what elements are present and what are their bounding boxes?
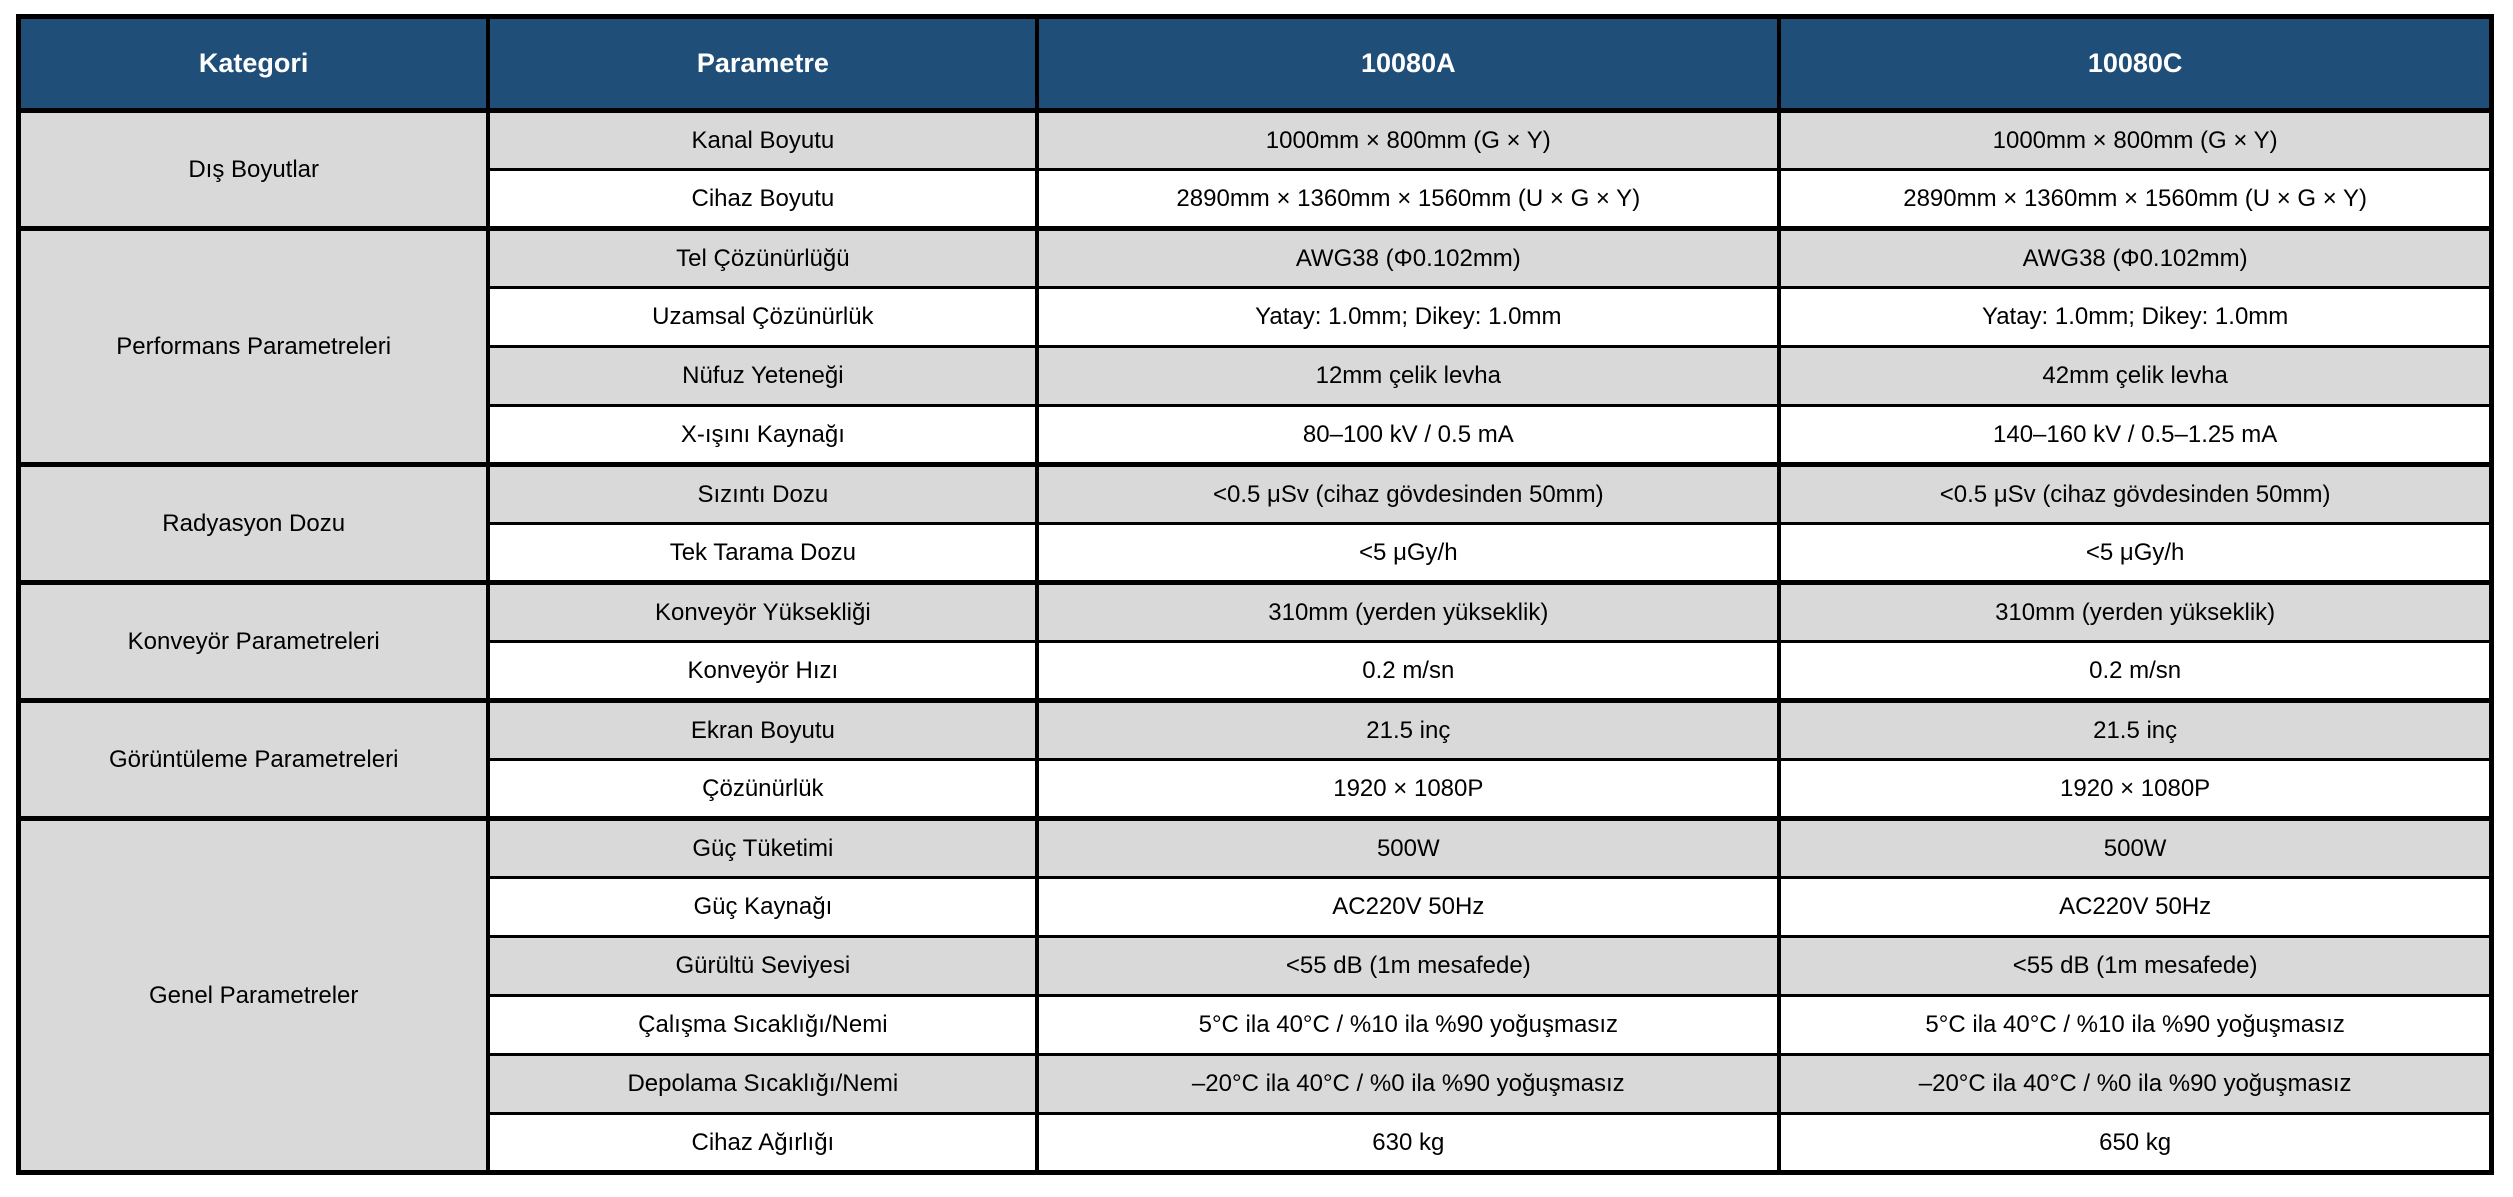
value-cell-10080c: Yatay: 1.0mm; Dikey: 1.0mm: [1777, 286, 2494, 348]
value-cell-10080a: 12mm çelik levha: [1035, 345, 1782, 407]
value-cell-10080a: AC220V 50Hz: [1035, 876, 1782, 938]
value-cell-10080a: 630 kg: [1035, 1112, 1782, 1174]
parameter-cell: Tek Tarama Dozu: [486, 522, 1040, 584]
value-cell-10080a: 310mm (yerden yükseklik): [1035, 580, 1782, 643]
value-cell-10080c: 2890mm × 1360mm × 1560mm (U × G × Y): [1777, 168, 2494, 230]
value-cell-10080c: <55 dB (1m mesafede): [1777, 935, 2494, 997]
value-cell-10080c: 650 kg: [1777, 1112, 2494, 1174]
value-cell-10080a: 21.5 inç: [1035, 698, 1782, 761]
category-cell: Konveyör Parametreleri: [16, 580, 491, 702]
category-cell: Radyasyon Dozu: [16, 462, 491, 584]
parameter-cell: Konveyör Hızı: [486, 640, 1040, 702]
parameter-cell: Uzamsal Çözünürlük: [486, 286, 1040, 348]
value-cell-10080c: 500W: [1777, 816, 2494, 879]
header-row: Kategori Parametre 10080A 10080C: [16, 15, 2494, 113]
value-cell-10080a: 1000mm × 800mm (G × Y): [1035, 108, 1782, 171]
value-cell-10080c: <5 μGy/h: [1777, 522, 2494, 584]
value-cell-10080c: 21.5 inç: [1777, 698, 2494, 761]
value-cell-10080a: 0.2 m/sn: [1035, 640, 1782, 702]
table-row: Radyasyon Dozu Sızıntı Dozu <0.5 μSv (ciha…: [16, 462, 2494, 584]
value-cell-10080a: Yatay: 1.0mm; Dikey: 1.0mm: [1035, 286, 1782, 348]
table-row: Çalışma Sıcaklığı/Nemi 5°C ila 40°C / %10…: [19, 994, 2494, 1056]
table-row: X-ışını Kaynağı 80–100 kV / 0.5 mA 140–160…: [19, 404, 2494, 466]
table-row: Performans Parametreleri Tel Çözünürlüğü A…: [16, 226, 2494, 466]
parameter-cell: Nüfuz Yeteneği: [486, 345, 1040, 407]
product-spec-table: Kategori Parametre 10080A 10080C Dış Boy…: [16, 14, 2494, 1175]
column-header-kategori: Kategori: [16, 15, 491, 113]
table-row: Cihaz Boyutu 2890mm × 1360mm × 1560mm (U …: [19, 168, 2494, 230]
value-cell-10080c: 5°C ila 40°C / %10 ila %90 yoğuşmasız: [1777, 994, 2494, 1056]
parameter-cell: Cihaz Ağırlığı: [486, 1112, 1040, 1174]
value-cell-10080c: 140–160 kV / 0.5–1.25 mA: [1777, 404, 2494, 466]
table-body: Dış Boyutlar Kanal Boyutu 1000mm × 800mm (…: [16, 108, 2494, 1174]
value-cell-10080c: 1000mm × 800mm (G × Y): [1777, 108, 2494, 171]
table-row: Nüfuz Yeteneği 12mm çelik levha 42mm çelik…: [19, 345, 2494, 407]
column-header-parametre: Parametre: [486, 15, 1040, 113]
parameter-cell: Tel Çözünürlüğü: [486, 226, 1040, 289]
parameter-cell: X-ışını Kaynağı: [486, 404, 1040, 466]
column-header-10080a: 10080A: [1035, 15, 1782, 113]
column-header-10080c: 10080C: [1777, 15, 2494, 113]
parameter-cell: Ekran Boyutu: [486, 698, 1040, 761]
value-cell-10080c: –20°C ila 40°C / %0 ila %90 yoğuşmasız: [1777, 1053, 2494, 1115]
parameter-cell: Güç Tüketimi: [486, 816, 1040, 879]
parameter-cell: Çözünürlük: [486, 758, 1040, 820]
category-cell: Dış Boyutlar: [16, 108, 491, 230]
value-cell-10080a: <5 μGy/h: [1035, 522, 1782, 584]
parameter-cell: Sızıntı Dozu: [486, 462, 1040, 525]
parameter-cell: Kanal Boyutu: [486, 108, 1040, 171]
category-cell: Genel Parametreler: [16, 816, 491, 1174]
table-row: Dış Boyutlar Kanal Boyutu 1000mm × 800mm (…: [16, 108, 2494, 230]
value-cell-10080a: –20°C ila 40°C / %0 ila %90 yoğuşmasız: [1035, 1053, 1782, 1115]
value-cell-10080c: 1920 × 1080P: [1777, 758, 2494, 820]
value-cell-10080c: <0.5 μSv (cihaz gövdesinden 50mm): [1777, 462, 2494, 525]
value-cell-10080a: 2890mm × 1360mm × 1560mm (U × G × Y): [1035, 168, 1782, 230]
parameter-cell: Cihaz Boyutu: [486, 168, 1040, 230]
table-row: Uzamsal Çözünürlük Yatay: 1.0mm; Dikey: 1…: [19, 286, 2494, 348]
table-row: Görüntüleme Parametreleri Ekran Boyutu 21.…: [16, 698, 2494, 820]
value-cell-10080c: 0.2 m/sn: [1777, 640, 2494, 702]
value-cell-10080a: 80–100 kV / 0.5 mA: [1035, 404, 1782, 466]
table-row: Gürültü Seviyesi <55 dB (1m mesafede) <55 …: [19, 935, 2494, 997]
parameter-cell: Depolama Sıcaklığı/Nemi: [486, 1053, 1040, 1115]
table-row: Güç Kaynağı AC220V 50Hz AC220V 50Hz: [19, 876, 2494, 938]
value-cell-10080c: 310mm (yerden yükseklik): [1777, 580, 2494, 643]
value-cell-10080c: AWG38 (Φ0.102mm): [1777, 226, 2494, 289]
value-cell-10080c: 42mm çelik levha: [1777, 345, 2494, 407]
value-cell-10080a: 5°C ila 40°C / %10 ila %90 yoğuşmasız: [1035, 994, 1782, 1056]
value-cell-10080a: 500W: [1035, 816, 1782, 879]
table-header: Kategori Parametre 10080A 10080C: [16, 15, 2494, 113]
value-cell-10080a: <55 dB (1m mesafede): [1035, 935, 1782, 997]
table-row: Tek Tarama Dozu <5 μGy/h <5 μGy/h: [19, 522, 2494, 584]
parameter-cell: Çalışma Sıcaklığı/Nemi: [486, 994, 1040, 1056]
table-row: Konveyör Parametreleri Konveyör Yüksekliğ…: [16, 580, 2494, 702]
table-row: Konveyör Hızı 0.2 m/sn 0.2 m/sn: [19, 640, 2494, 702]
table-row: Depolama Sıcaklığı/Nemi –20°C ila 40°C / …: [19, 1053, 2494, 1115]
value-cell-10080c: AC220V 50Hz: [1777, 876, 2494, 938]
category-cell: Performans Parametreleri: [16, 226, 491, 466]
parameter-cell: Konveyör Yüksekliği: [486, 580, 1040, 643]
value-cell-10080a: <0.5 μSv (cihaz gövdesinden 50mm): [1035, 462, 1782, 525]
table-row: Cihaz Ağırlığı 630 kg 650 kg: [19, 1112, 2494, 1174]
parameter-cell: Gürültü Seviyesi: [486, 935, 1040, 997]
table-row: Çözünürlük 1920 × 1080P 1920 × 1080P: [19, 758, 2494, 820]
table-row: Genel Parametreler Güç Tüketimi 500W 500W: [16, 816, 2494, 1174]
value-cell-10080a: 1920 × 1080P: [1035, 758, 1782, 820]
value-cell-10080a: AWG38 (Φ0.102mm): [1035, 226, 1782, 289]
parameter-cell: Güç Kaynağı: [486, 876, 1040, 938]
category-cell: Görüntüleme Parametreleri: [16, 698, 491, 820]
